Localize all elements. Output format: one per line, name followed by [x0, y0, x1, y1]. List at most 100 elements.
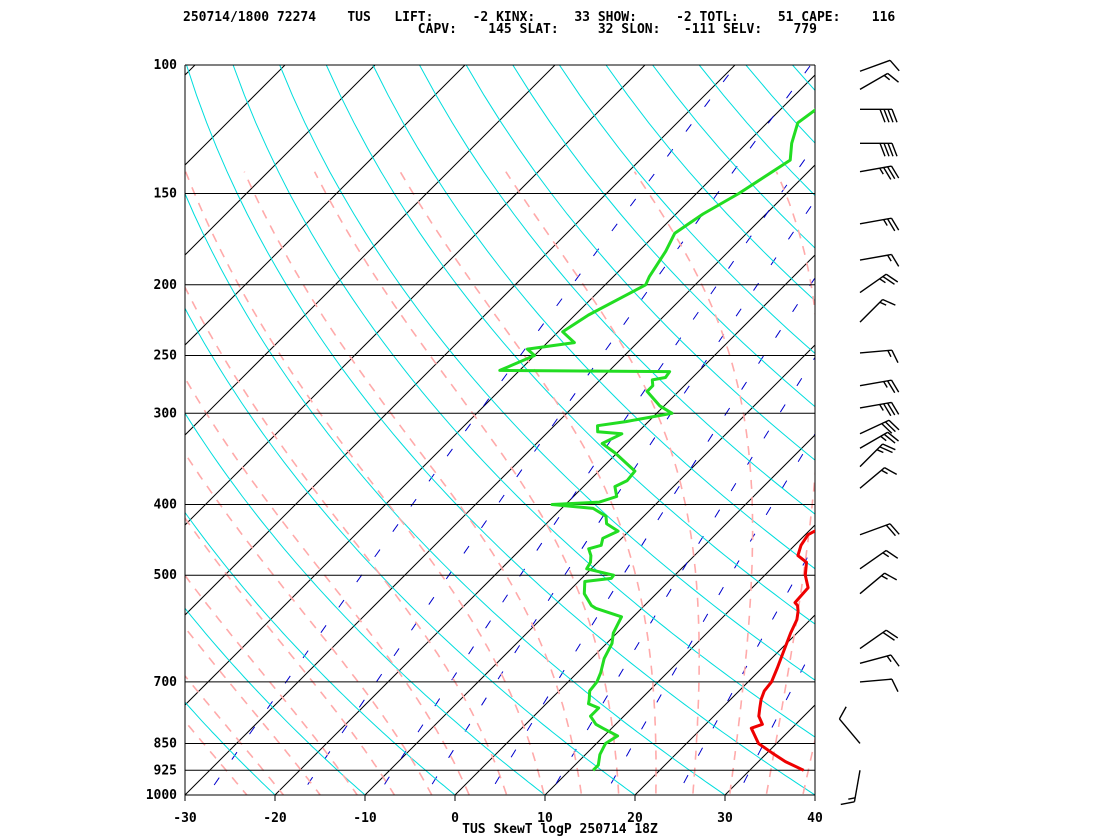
isotherm — [185, 65, 196, 76]
wind-barb — [859, 379, 900, 394]
wind-barb — [859, 523, 900, 537]
y-tick-label: 850 — [154, 736, 178, 751]
x-tick-label: 20 — [627, 811, 643, 826]
wind-barbs — [838, 59, 900, 806]
x-tick-label: -20 — [263, 811, 287, 826]
dry-adiabat — [512, 65, 815, 408]
moist-adiabat — [765, 171, 815, 795]
moist-adiabat — [313, 171, 620, 795]
wind-barb — [859, 298, 896, 323]
isotherm — [185, 164, 815, 795]
wind-barb — [859, 59, 900, 72]
wind-barb — [859, 629, 899, 650]
x-tick-label: -30 — [173, 811, 197, 826]
dry-adiabat — [419, 65, 815, 515]
chart-footer-title: TUS SkewT logP 250714 18Z — [462, 822, 658, 837]
dry-adiabat — [886, 65, 1120, 811]
mixing-ratio-line — [676, 542, 815, 795]
y-tick-label: 400 — [154, 498, 178, 513]
moist-adiabat — [185, 674, 285, 795]
wind-barb — [859, 72, 899, 91]
mixing-ratio-line — [487, 276, 815, 795]
mixing-ratio-line — [604, 432, 815, 795]
wind-barb — [859, 443, 896, 468]
dry-adiabat — [558, 65, 815, 355]
dry-adiabat — [325, 65, 815, 625]
dry-adiabat — [839, 65, 1120, 811]
x-tick-label: 40 — [807, 811, 823, 826]
dry-adiabat — [186, 65, 815, 795]
isotherm — [185, 65, 376, 256]
wind-barb — [859, 467, 898, 489]
moist-adiabat — [185, 376, 471, 795]
dry-adiabat — [185, 412, 546, 795]
y-tick-label: 150 — [154, 187, 178, 202]
wind-barb — [860, 108, 898, 123]
x-tick-label: 0 — [451, 811, 459, 826]
isotherm — [185, 65, 286, 166]
header-line-1: 250714/1800 72274 TUS LIFT: -2 KINX: 33 … — [183, 10, 896, 25]
chart-profiles — [498, 108, 815, 772]
header-line-2: CAPV: 145 SLAT: 32 SLON: -111 SELV: 779 — [183, 22, 817, 37]
moist-adiabat — [185, 626, 322, 795]
dry-adiabat — [932, 65, 1120, 811]
wind-barb — [859, 549, 899, 570]
isotherm — [185, 65, 736, 616]
x-tick-label: 30 — [717, 811, 733, 826]
y-axis-labels: 100 150 200 250 300 400 500 700 850 925 1000 — [146, 58, 177, 803]
wind-barb — [859, 678, 899, 692]
dry-adiabat — [279, 65, 815, 681]
isotherm — [454, 434, 815, 795]
isotherm — [274, 254, 815, 795]
x-tick-label: -10 — [353, 811, 377, 826]
temperature-profile — [749, 529, 815, 772]
y-tick-label: 500 — [154, 568, 178, 583]
wind-barb — [859, 654, 900, 667]
y-tick-label: 200 — [154, 278, 178, 293]
wind-barb — [840, 770, 861, 806]
mixing-ratio-line — [424, 199, 815, 795]
wind-barb — [859, 273, 899, 294]
dry-adiabat — [185, 607, 366, 795]
y-tick-label: 1000 — [146, 788, 177, 803]
dry-adiabat — [185, 307, 636, 795]
isotherm — [634, 614, 815, 795]
wind-barb — [859, 217, 900, 232]
moist-adiabat — [399, 171, 657, 795]
isotherm — [185, 65, 556, 436]
mixing-ratio-line — [549, 356, 815, 795]
moist-adiabat — [505, 171, 701, 795]
moist-adiabat — [185, 171, 545, 795]
moist-adiabat — [633, 171, 754, 795]
moist-adiabat — [185, 452, 433, 795]
y-tick-label: 100 — [154, 58, 178, 73]
isotherm — [724, 704, 815, 795]
isotherm — [364, 344, 815, 795]
wind-barb — [838, 706, 861, 744]
dry-adiabat — [745, 65, 815, 144]
wind-barb — [859, 253, 900, 267]
y-tick-label: 250 — [154, 348, 178, 363]
moist-adiabat — [185, 516, 396, 795]
mixing-ratio-line — [377, 144, 815, 795]
dewpoint-profile — [498, 108, 815, 772]
mixing-ratio-line — [206, 65, 737, 795]
isotherm — [544, 524, 815, 795]
isotherm — [185, 65, 466, 346]
y-tick-label: 925 — [154, 763, 177, 778]
wind-barb — [859, 572, 898, 595]
wind-barb — [859, 165, 900, 180]
dry-adiabat — [605, 65, 815, 302]
dry-adiabat — [185, 701, 276, 795]
moist-adiabat — [243, 171, 583, 795]
chart-grid — [184, 64, 1120, 811]
dry-adiabat — [792, 65, 815, 92]
dry-adiabat — [185, 794, 186, 795]
dry-adiabat — [232, 65, 815, 738]
y-tick-label: 300 — [154, 406, 178, 421]
isotherm — [185, 74, 815, 706]
x-axis-labels: -30 -20 -10 0 10 20 30 40 — [173, 795, 823, 826]
y-tick-label: 700 — [154, 675, 178, 690]
moist-adiabat — [185, 574, 359, 795]
